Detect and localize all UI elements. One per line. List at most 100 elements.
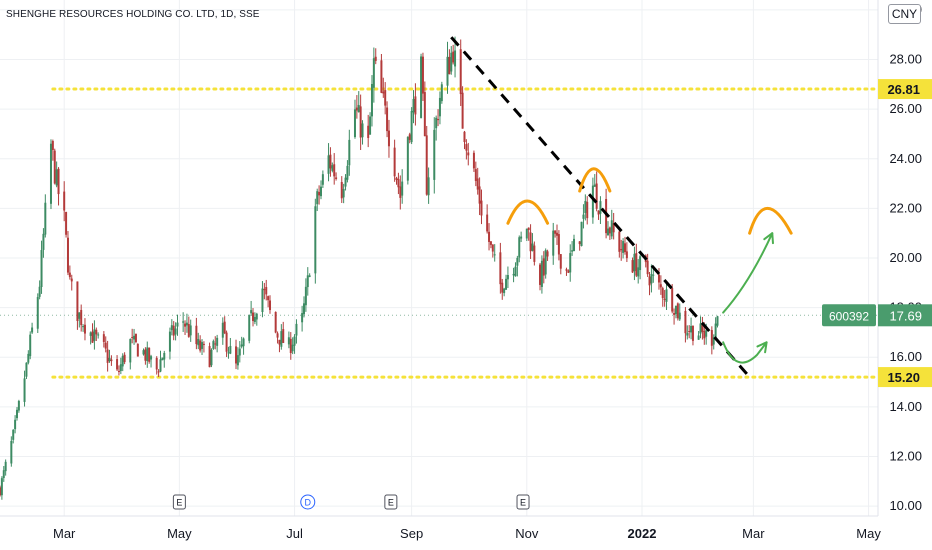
candle-210 xyxy=(554,230,557,238)
candle-47 xyxy=(121,353,124,372)
time-tick-3: Sep xyxy=(400,526,423,541)
candle-32 xyxy=(82,324,85,332)
candle-37 xyxy=(95,327,98,342)
candle-257 xyxy=(676,302,679,321)
candle-256 xyxy=(674,305,677,319)
candle-220 xyxy=(580,221,583,247)
candle-111 xyxy=(291,337,294,355)
candle-89 xyxy=(235,339,238,370)
candle-254 xyxy=(671,284,674,314)
price-tick-1: 12.00 xyxy=(889,448,922,463)
candle-4 xyxy=(10,436,13,467)
candle-97 xyxy=(253,312,256,325)
earnings-marker-0[interactable]: E xyxy=(172,494,186,510)
arc-pattern-2 xyxy=(748,206,793,235)
candle-200 xyxy=(527,227,530,241)
candle-225 xyxy=(593,174,596,187)
candle-178 xyxy=(467,142,470,166)
candle-48 xyxy=(123,352,126,365)
price-tick-6: 22.00 xyxy=(889,200,922,215)
candle-236 xyxy=(622,238,625,259)
candle-158 xyxy=(414,83,417,126)
candle-161 xyxy=(423,81,426,137)
candle-218 xyxy=(573,234,576,252)
candle-113 xyxy=(295,319,298,344)
candle-19 xyxy=(49,139,52,210)
time-axis[interactable]: Mar May Jul Sep Nov 2022 Mar May xyxy=(0,515,881,550)
candle-39 xyxy=(102,331,105,348)
candle-141 xyxy=(370,75,373,127)
candle-248 xyxy=(652,267,655,283)
candle-234 xyxy=(618,227,621,258)
candle-36 xyxy=(93,320,96,350)
candle-219 xyxy=(578,241,581,251)
candle-250 xyxy=(659,275,662,295)
time-tick-7: May xyxy=(856,526,881,541)
candle-7 xyxy=(15,407,18,421)
candle-41 xyxy=(106,340,109,372)
candle-136 xyxy=(357,91,360,113)
candle-252 xyxy=(663,290,666,307)
candle-116 xyxy=(304,278,307,312)
candle-261 xyxy=(688,325,691,339)
candle-18 xyxy=(44,194,47,238)
svg-text:15.20: 15.20 xyxy=(887,370,920,385)
candle-103 xyxy=(269,295,272,314)
candle-147 xyxy=(386,101,389,138)
candle-164 xyxy=(433,117,436,194)
dividend-marker-1[interactable]: D xyxy=(300,494,316,510)
candle-29 xyxy=(76,281,79,330)
candle-86 xyxy=(225,330,228,357)
candle-51 xyxy=(133,328,136,345)
candle-135 xyxy=(355,95,358,119)
candle-150 xyxy=(395,176,398,185)
earnings-marker-2[interactable]: E xyxy=(384,494,398,510)
candle-216 xyxy=(569,244,572,282)
candle-157 xyxy=(412,90,415,124)
candle-262 xyxy=(690,317,693,340)
price-tick-9: 28.00 xyxy=(889,52,922,67)
candle-134 xyxy=(353,99,356,139)
price-axis[interactable]: 10.0012.0014.0016.0018.0020.0022.0024.00… xyxy=(822,0,932,550)
candle-176 xyxy=(463,130,466,150)
candle-188 xyxy=(493,244,496,262)
last-price-label: 600392 17.69 xyxy=(822,304,932,327)
candle-208 xyxy=(546,249,549,261)
candle-181 xyxy=(476,167,479,195)
time-tick-4: Nov xyxy=(515,526,539,541)
candle-121 xyxy=(318,185,321,205)
candle-81 xyxy=(212,339,215,350)
candle-154 xyxy=(406,136,409,185)
candle-117 xyxy=(306,267,309,296)
candle-105 xyxy=(276,331,279,344)
candle-264 xyxy=(697,330,700,340)
candle-171 xyxy=(450,46,453,75)
candle-88 xyxy=(229,337,232,355)
candle-96 xyxy=(252,308,255,327)
candle-240 xyxy=(633,246,636,281)
candle-227 xyxy=(597,210,600,220)
candle-59 xyxy=(155,356,158,375)
candle-213 xyxy=(559,254,562,275)
candle-9 xyxy=(23,370,26,407)
candle-177 xyxy=(465,139,468,160)
candle-127 xyxy=(333,153,336,185)
drawings xyxy=(450,36,793,379)
candle-215 xyxy=(567,269,570,274)
candle-195 xyxy=(514,262,517,277)
candle-31 xyxy=(80,304,83,332)
candle-73 xyxy=(189,319,192,342)
currency-button[interactable]: CNY xyxy=(888,4,921,24)
candle-223 xyxy=(586,196,589,225)
candle-153 xyxy=(401,169,404,204)
candle-231 xyxy=(608,226,611,240)
candle-76 xyxy=(199,335,202,353)
earnings-marker-3[interactable]: E xyxy=(516,494,530,510)
candle-69 xyxy=(182,312,185,332)
candle-34 xyxy=(89,331,92,345)
candle-60 xyxy=(157,369,160,377)
candle-186 xyxy=(489,241,492,249)
candle-20 xyxy=(51,139,54,161)
arc-pattern-0 xyxy=(506,199,550,225)
